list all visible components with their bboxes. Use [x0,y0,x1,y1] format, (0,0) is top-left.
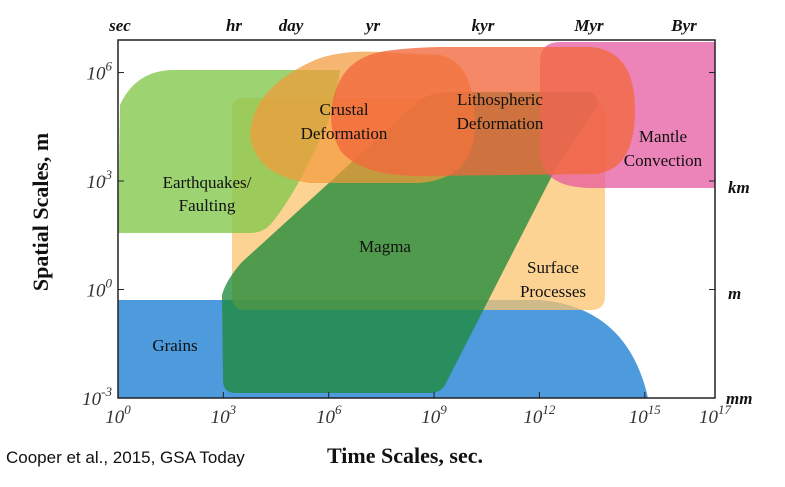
label-crustal-2: Deformation [301,124,388,143]
x-axis-title: Time Scales, sec. [327,443,483,468]
label-litho-2: Deformation [457,114,544,133]
label-mantle-2: Convection [624,151,703,170]
x-tick-label: 1017 [699,402,732,428]
x-tick-label: 106 [316,402,342,428]
top-tick-kyr: kyr [472,16,495,35]
y-tick-label: 103 [87,167,113,193]
y-tick-label: 10-3 [82,384,112,410]
label-mantle-1: Mantle [639,127,687,146]
top-tick-sec: sec [108,16,131,35]
top-tick-yr: yr [364,16,381,35]
right-tick-km: km [728,178,750,197]
x-tick-label: 1015 [629,402,662,428]
plot-frame [117,39,716,399]
top-tick-myr: Myr [573,16,604,35]
top-tick-day: day [279,16,304,35]
x-tick-label: 109 [421,402,447,428]
label-earthquakes-1: Earthquakes/ [163,173,252,192]
label-grains: Grains [152,336,197,355]
region-lithospheric-deformation [331,47,635,176]
x-tick-label: 1012 [523,402,556,428]
x-tick-label: 100 [105,402,131,428]
label-magma: Magma [359,237,411,256]
label-surface-1: Surface [527,258,579,277]
label-crustal-1: Crustal [319,100,368,119]
label-surface-2: Processes [520,282,586,301]
y-axis-title: Spatial Scales, m [28,133,53,291]
y-tick-label: 100 [87,276,113,302]
label-earthquakes-2: Faulting [179,196,236,215]
top-tick-byr: Byr [670,16,697,35]
right-tick-mm: mm [726,389,752,408]
x-tick-label: 103 [211,402,237,428]
right-tick-m: m [728,284,741,303]
label-litho-1: Lithospheric [457,90,543,109]
y-tick-label: 106 [87,59,113,85]
citation: Cooper et al., 2015, GSA Today [6,448,245,467]
top-tick-hr: hr [226,16,242,35]
